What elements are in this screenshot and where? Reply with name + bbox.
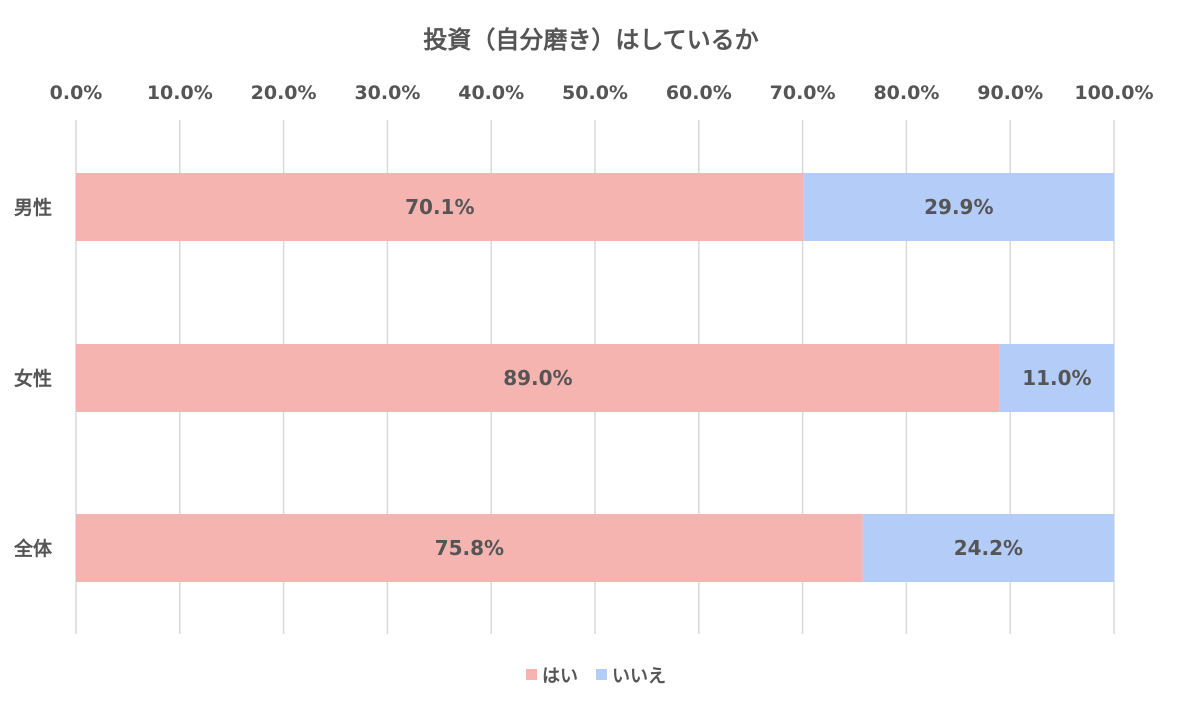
category-label: 男性 [14,196,52,219]
chart-title: 投資（自分磨き）はしているか [423,26,758,54]
bars: 70.1% 29.9% 89.0% 11.0% 75.8% 24.2% [76,173,1114,582]
legend-label: いいえ [612,666,666,687]
data-label: 89.0% [503,366,572,390]
x-tick-label: 90.0% [977,82,1043,104]
x-tick-label: 80.0% [873,82,939,104]
legend-swatch [596,669,607,680]
bar-yes [76,514,863,582]
x-tick-label: 50.0% [562,82,628,104]
data-label: 24.2% [954,536,1023,560]
x-tick-label: 100.0% [1074,82,1153,104]
legend: はい いいえ [526,666,666,687]
data-label: 75.8% [435,536,504,560]
bar-no [803,173,1114,241]
x-tick-label: 10.0% [147,82,213,104]
x-tick-label: 30.0% [354,82,420,104]
x-tick-label: 40.0% [458,82,524,104]
x-tick-label: 20.0% [251,82,317,104]
bar-yes [76,173,804,241]
bar-no [999,344,1114,412]
data-label: 11.0% [1022,366,1091,390]
data-label: 29.9% [924,195,993,219]
x-axis-tick-labels: 0.0% 10.0% 20.0% 30.0% 40.0% 50.0% 60.0% 70.0% 8… [50,82,1154,104]
category-label: 女性 [14,367,52,390]
bar-no [862,514,1114,582]
x-tick-label: 0.0% [50,82,103,104]
x-tick-label: 60.0% [666,82,732,104]
category-label: 全体 [13,537,53,560]
bar-yes [76,344,1000,412]
legend-label: はい [542,666,578,687]
data-label: 70.1% [405,195,474,219]
legend-swatch [526,669,537,680]
x-tick-label: 70.0% [770,82,836,104]
